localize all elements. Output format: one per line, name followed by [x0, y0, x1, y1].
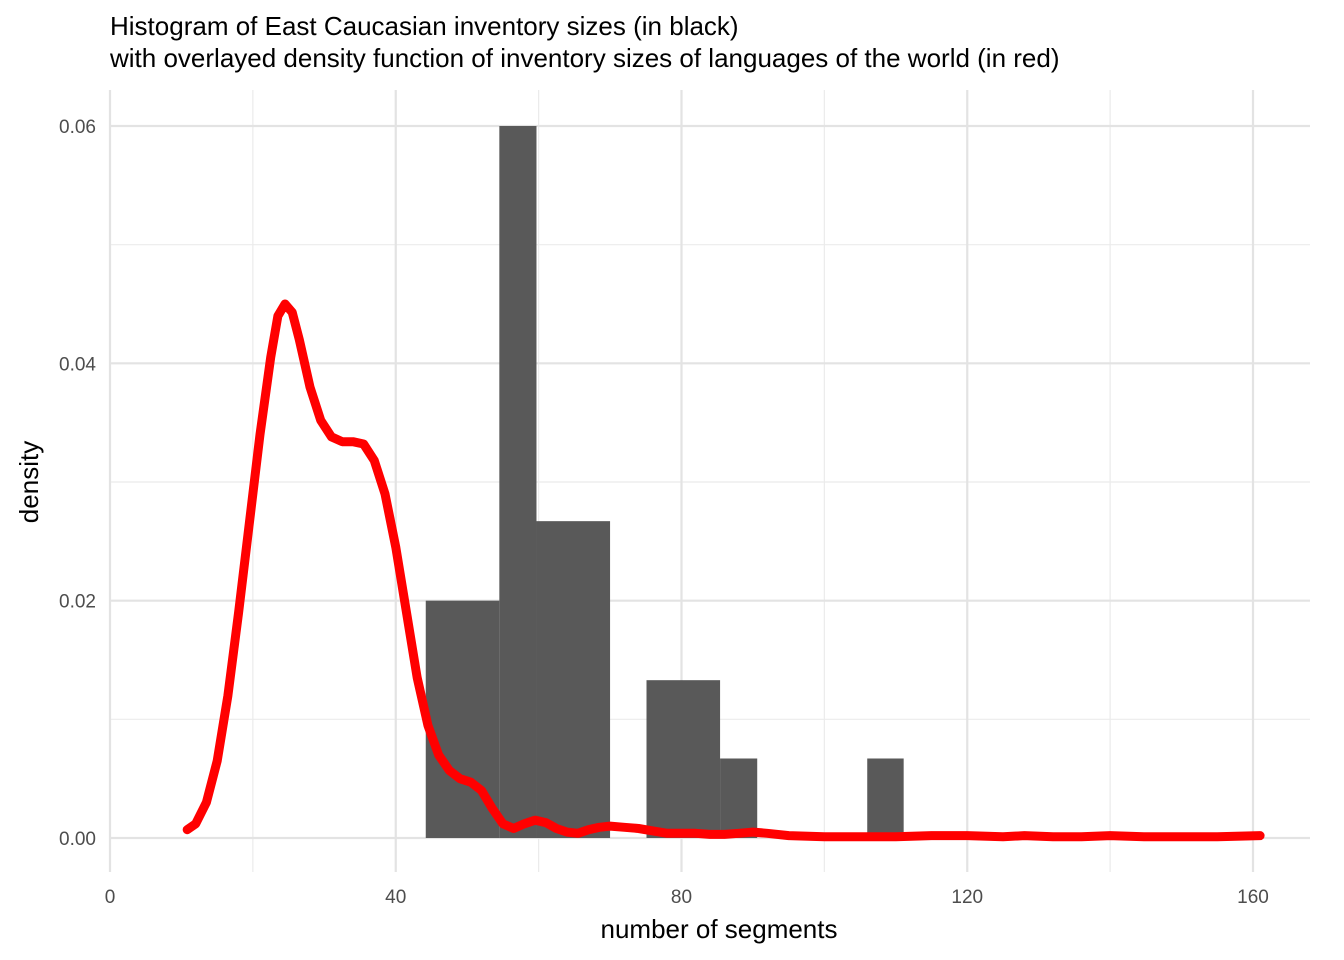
x-tick-label: 0 [105, 887, 116, 908]
density-curve-layer [182, 299, 1265, 842]
y-tick-label: 0.04 [59, 354, 96, 375]
histogram-bar [499, 126, 537, 838]
histogram-bar [867, 758, 904, 838]
y-axis-title: density [14, 441, 44, 523]
x-axis-title: number of segments [600, 914, 837, 944]
histogram-bar [720, 758, 758, 838]
y-tick-label: 0.00 [59, 829, 96, 850]
grid [108, 90, 1310, 872]
histogram-bars [425, 126, 904, 838]
x-tick-label: 40 [385, 887, 406, 908]
density-curve [182, 299, 1265, 842]
x-tick-label: 80 [671, 887, 692, 908]
title-block: Histogram of East Caucasian inventory si… [110, 10, 1060, 74]
chart-title: Histogram of East Caucasian inventory si… [110, 11, 739, 41]
y-tick-label: 0.06 [59, 117, 96, 138]
x-tick-label: 160 [1237, 887, 1269, 908]
y-tick-label: 0.02 [59, 592, 96, 613]
x-tick-label: 120 [951, 887, 983, 908]
histogram-bar [536, 521, 611, 838]
tick-labels: 0 40 80 120 160 0.00 0.02 0.04 0.06 [59, 117, 1269, 908]
chart-subtitle: with overlayed density function of inven… [110, 43, 1060, 73]
histogram-bar [646, 680, 721, 838]
